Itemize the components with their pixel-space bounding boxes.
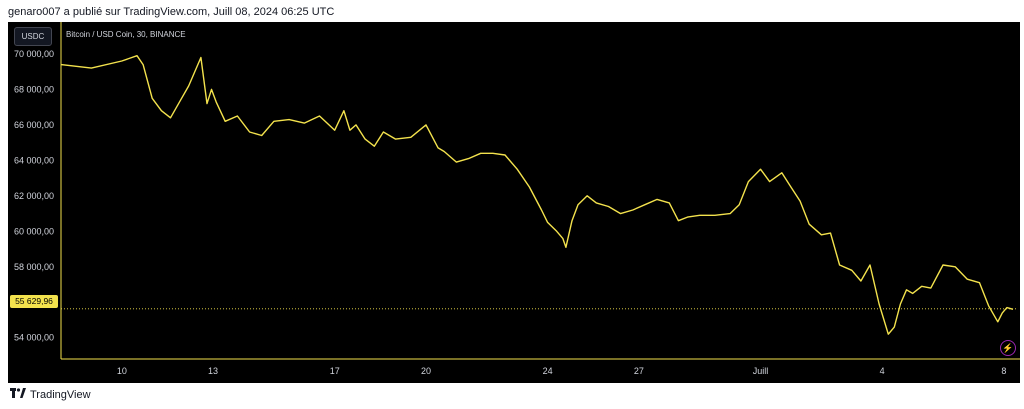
x-tick-label: 20 <box>421 366 431 376</box>
y-tick-label: 60 000,00 <box>14 226 54 236</box>
y-tick-label: 66 000,00 <box>14 120 54 130</box>
lightning-icon[interactable]: ⚡ <box>1000 340 1016 356</box>
last-price-label: 55 629,96 <box>10 295 58 308</box>
plot-area <box>60 55 1016 335</box>
y-tick-label: 54 000,00 <box>14 333 54 343</box>
x-tick-label: 10 <box>117 366 127 376</box>
tradingview-brand[interactable]: TradingView <box>10 388 91 401</box>
chart-frame <box>60 22 1020 360</box>
y-tick-label: 64 000,00 <box>14 155 54 165</box>
y-tick-label: 62 000,00 <box>14 191 54 201</box>
x-tick-label: Juill <box>753 366 769 376</box>
x-axis: 10 13 17 20 24 27 Juill 4 8 <box>117 366 1007 376</box>
footer-brand-text: TradingView <box>30 388 91 401</box>
x-tick-label: 8 <box>1001 366 1006 376</box>
y-tick-label: 70 000,00 <box>14 49 54 59</box>
x-tick-label: 4 <box>880 366 885 376</box>
chart-title: Bitcoin / USD Coin, 30, BINANCE <box>66 30 186 39</box>
publish-header: genaro007 a publié sur TradingView.com, … <box>8 6 335 18</box>
currency-button[interactable]: USDC <box>14 27 52 46</box>
y-tick-label: 68 000,00 <box>14 84 54 94</box>
x-tick-label: 13 <box>208 366 218 376</box>
x-tick-label: 17 <box>330 366 340 376</box>
x-tick-label: 24 <box>543 366 553 376</box>
price-series-line <box>60 55 1014 335</box>
tradingview-logo-icon <box>10 388 26 401</box>
y-tick-label: 58 000,00 <box>14 262 54 272</box>
x-tick-label: 27 <box>634 366 644 376</box>
